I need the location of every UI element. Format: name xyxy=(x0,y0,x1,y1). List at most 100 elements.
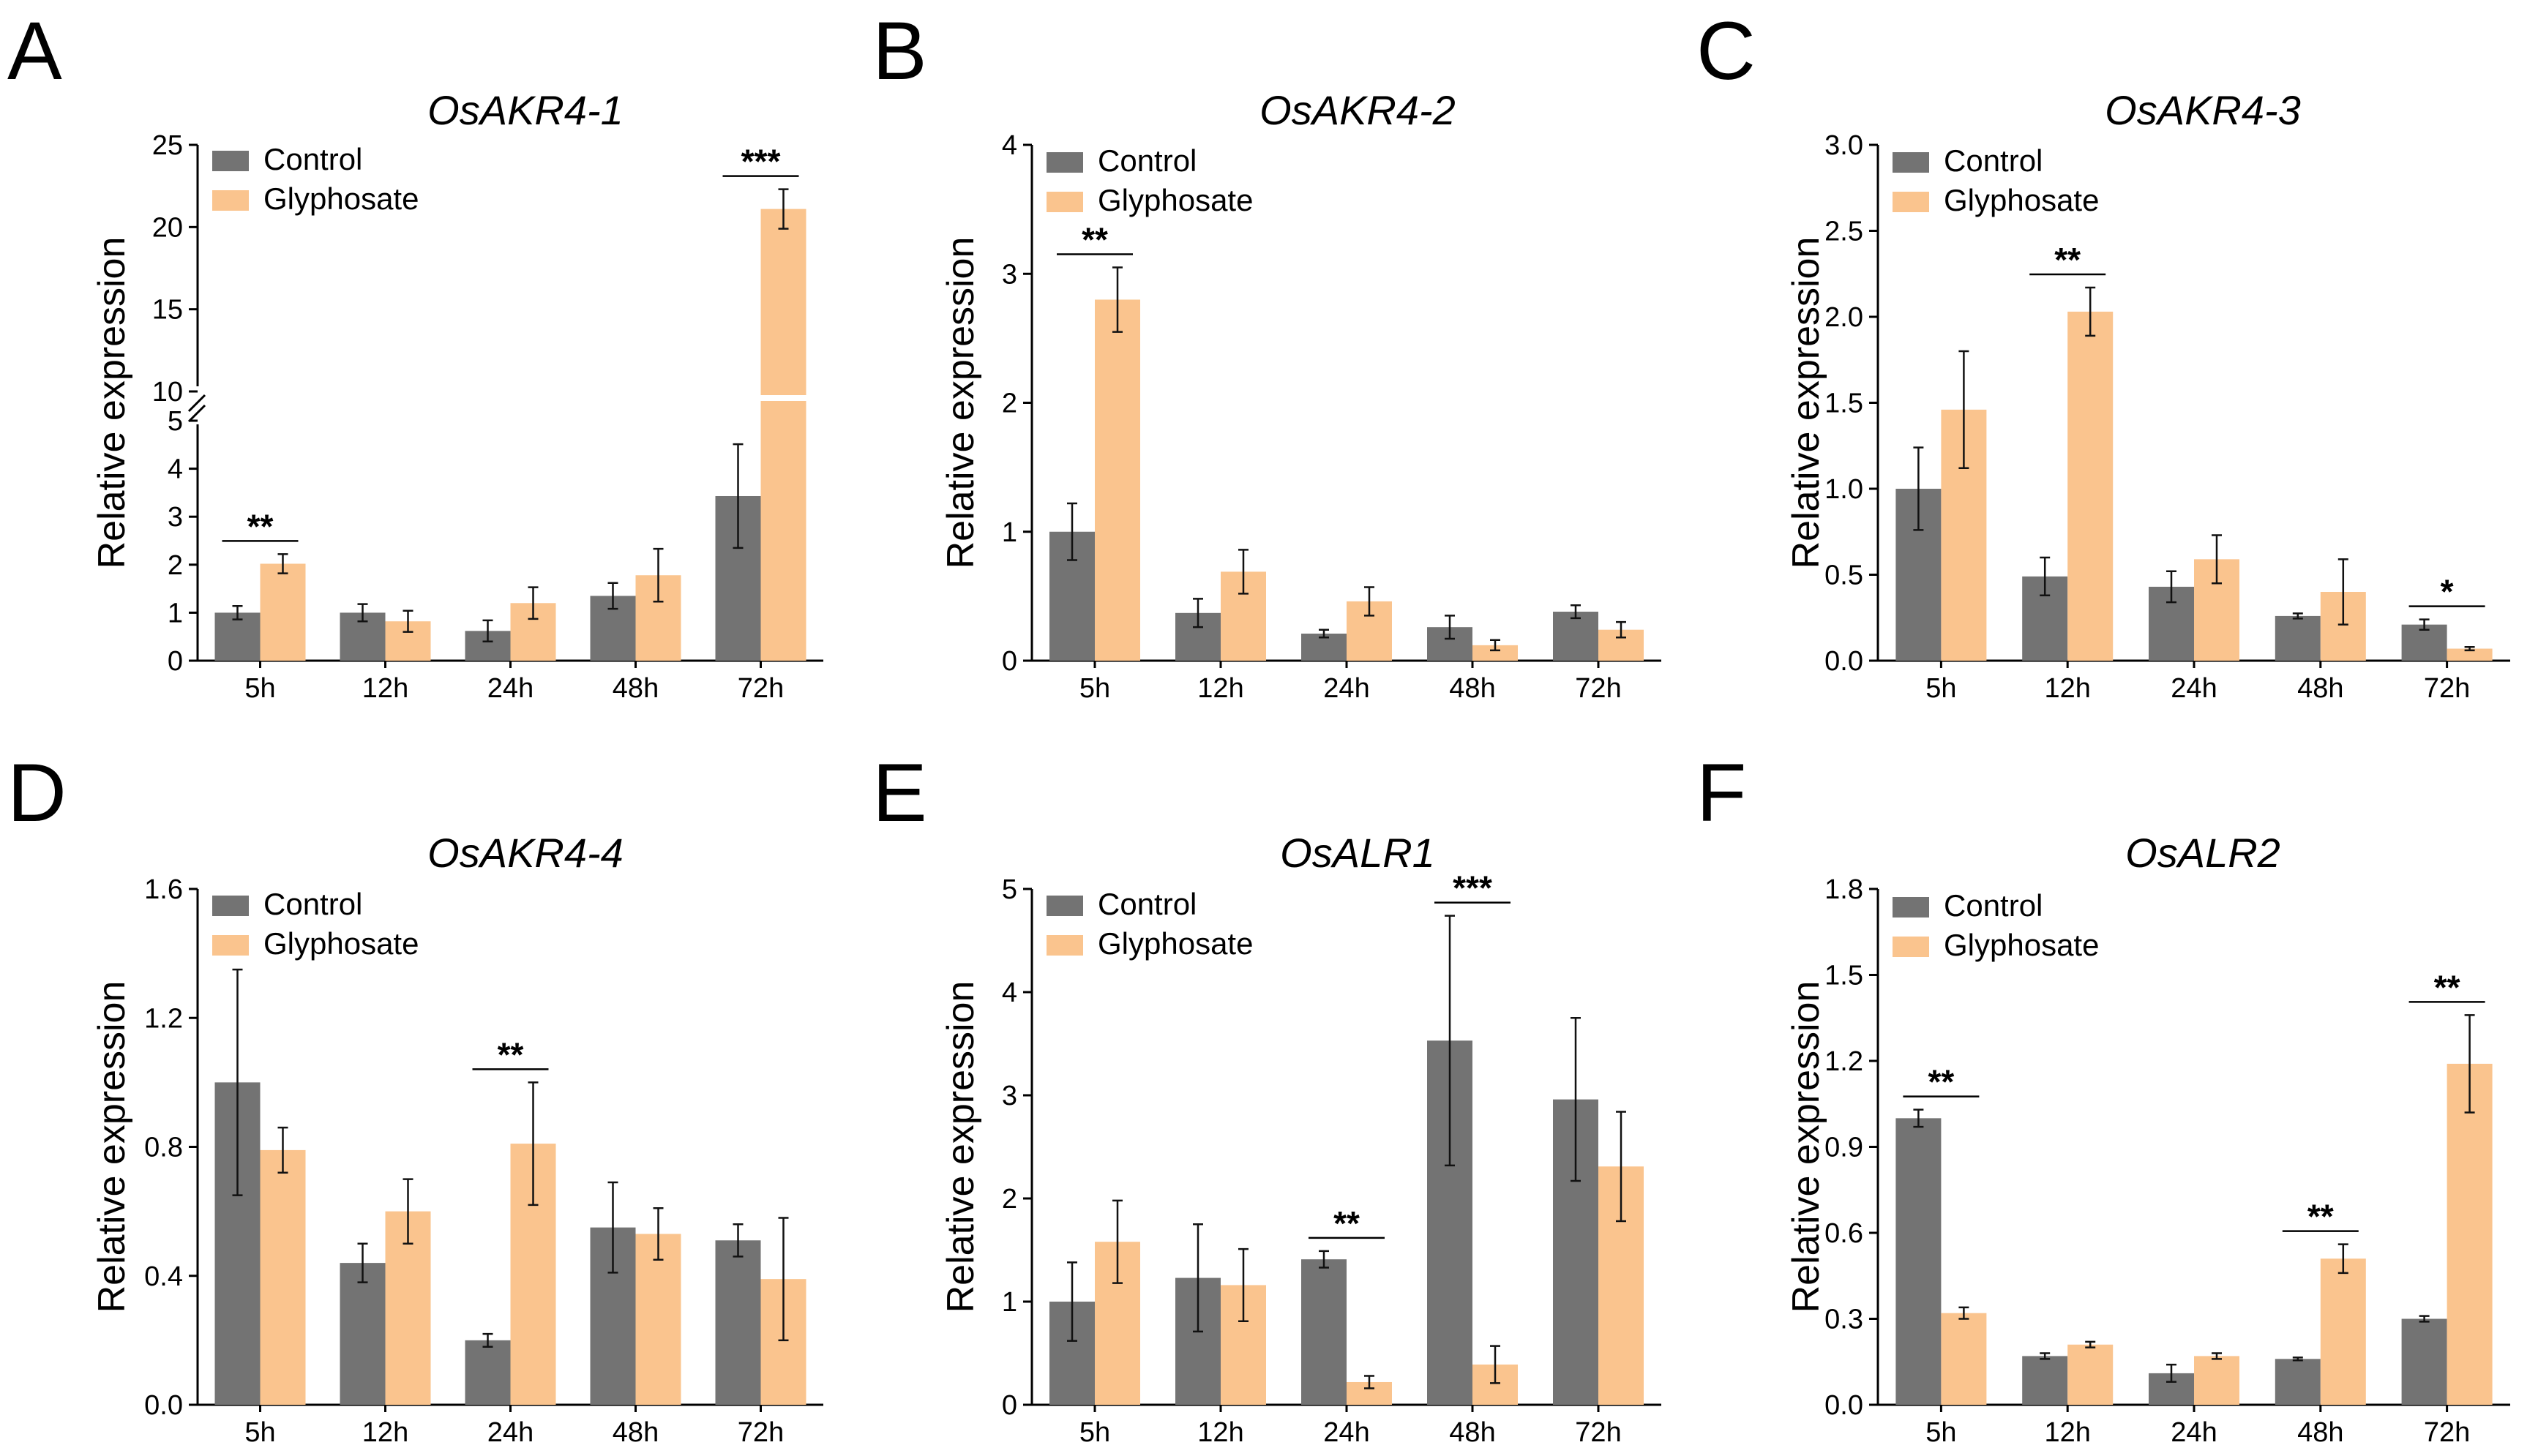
error-bar xyxy=(733,443,744,549)
x-tick-label: 24h xyxy=(1323,1417,1369,1448)
panel-letter: F xyxy=(1696,747,1746,838)
error-bar xyxy=(2040,1352,2051,1360)
error-bar xyxy=(778,188,789,230)
y-tick-label: 4 xyxy=(1002,977,1017,1008)
y-axis-label: Relative expression xyxy=(1785,981,1827,1313)
error-bar xyxy=(1616,620,1626,639)
y-axis-label: Relative expression xyxy=(940,981,982,1313)
error-bar xyxy=(2166,570,2176,604)
y-tick-label: 0.6 xyxy=(1824,1218,1863,1249)
x-tick-label: 12h xyxy=(362,1417,408,1448)
error-bar xyxy=(2040,556,2051,596)
axis-break-mark xyxy=(187,394,206,423)
x-tick-label: 48h xyxy=(613,673,659,704)
error-bar xyxy=(1958,1306,1969,1320)
y-tick-label: 2 xyxy=(1002,389,1017,419)
control-bar xyxy=(340,1263,386,1405)
significance-label: ** xyxy=(2434,968,2460,1006)
significance-label: *** xyxy=(1453,869,1492,907)
error-bar xyxy=(2292,612,2303,620)
legend-label-control: Control xyxy=(1944,888,2043,923)
x-tick-label: 24h xyxy=(2171,1417,2217,1448)
legend-label-control: Control xyxy=(1098,887,1197,921)
panel-c: C OsAKR4-3 Relative expression 0.0 0.5 1.0 1.5… xyxy=(1696,5,2510,704)
control-bar xyxy=(1301,1259,1347,1405)
y-tick-label: 1 xyxy=(1002,1287,1017,1318)
y-axis-label: Relative expression xyxy=(91,981,133,1313)
significance-label: *** xyxy=(741,143,781,181)
error-bar xyxy=(2085,1340,2096,1348)
error-bar xyxy=(1112,1199,1123,1284)
y-tick-label: 0 xyxy=(1002,1390,1017,1421)
chart-title: OsALR1 xyxy=(1280,830,1435,876)
error-bar xyxy=(1238,549,1249,595)
y-tick-label: 5 xyxy=(1002,874,1017,905)
error-bar xyxy=(1319,1250,1329,1269)
x-tick-label: 5h xyxy=(1925,673,1956,704)
error-bar xyxy=(357,603,368,623)
y-tick-label: 15 xyxy=(152,295,183,326)
glyphosate-bar xyxy=(635,1234,681,1405)
panel-b: B OsAKR4-2 Relative expression 0 1 2 3 4 5h 12h 24… xyxy=(872,5,1661,704)
y-tick-label: 1 xyxy=(1002,517,1017,548)
error-bar xyxy=(778,1217,789,1342)
legend-swatch-glyphosate xyxy=(1893,937,1929,957)
error-bar xyxy=(1490,1345,1500,1384)
control-bar xyxy=(465,1340,511,1405)
y-tick-label: 0 xyxy=(1002,646,1017,677)
legend-swatch-glyphosate xyxy=(1047,935,1083,956)
y-tick-label: 1.8 xyxy=(1824,874,1863,905)
legend-label-glyphosate: Glyphosate xyxy=(1098,183,1253,217)
significance-label: * xyxy=(2441,573,2454,611)
legend-label-glyphosate: Glyphosate xyxy=(263,926,419,961)
y-tick-label: 1.2 xyxy=(1824,1046,1863,1077)
panel-e: E OsALR1 Relative expression 0 1 2 3 4 5 5h 12h 24h… xyxy=(872,747,1661,1448)
y-tick-label: 0.0 xyxy=(1824,646,1863,677)
error-bar xyxy=(1616,1111,1626,1223)
significance-label: ** xyxy=(1082,220,1108,258)
y-tick-label: 1.2 xyxy=(144,1003,183,1034)
x-tick-label: 72h xyxy=(1575,673,1621,704)
error-bar xyxy=(357,1242,368,1283)
panel-a: A OsAKR4-1 Relative expression 0 1 2 3 4 510 15 20… xyxy=(7,5,823,704)
control-bar xyxy=(1895,1118,1942,1405)
error-bar xyxy=(1445,615,1455,640)
error-bar xyxy=(1193,1223,1203,1333)
legend-swatch-control xyxy=(212,896,249,916)
error-bar xyxy=(528,1081,539,1207)
error-bar xyxy=(403,1178,413,1245)
y-tick-label: 0.9 xyxy=(1824,1133,1863,1163)
panel-f: F OsALR2 Relative expression 0.0 0.3 0.6 0.9 1.… xyxy=(1696,747,2510,1448)
y-tick-label: 20 xyxy=(152,212,183,243)
panel-letter: E xyxy=(872,747,927,838)
legend-swatch-control xyxy=(1893,152,1929,173)
control-bar xyxy=(715,1240,761,1405)
error-bar xyxy=(1067,502,1077,561)
x-tick-label: 12h xyxy=(1197,673,1243,704)
error-bar xyxy=(232,604,243,620)
error-bar xyxy=(482,619,493,643)
error-bar xyxy=(2292,1356,2303,1362)
legend-label-control: Control xyxy=(263,142,362,176)
legend: Control Glyphosate xyxy=(212,887,419,961)
error-bar xyxy=(1958,350,1969,470)
control-bar xyxy=(2275,1359,2321,1405)
glyphosate-bar xyxy=(760,209,806,661)
y-tick-label: 25 xyxy=(152,130,183,161)
error-bar xyxy=(2212,1352,2222,1360)
error-bar xyxy=(653,1207,664,1261)
error-bar xyxy=(482,1332,493,1348)
error-bar xyxy=(1913,446,1924,531)
y-tick-label: 10 xyxy=(152,377,183,408)
y-tick-label: 1.5 xyxy=(1824,961,1863,991)
error-bar xyxy=(1364,1375,1374,1389)
y-tick-label: 0.0 xyxy=(1824,1390,1863,1421)
error-bar xyxy=(528,586,539,620)
chart-title: OsAKR4-2 xyxy=(1259,87,1456,133)
glyphosate-bar xyxy=(2067,1344,2114,1405)
x-tick-label: 48h xyxy=(2297,673,2343,704)
legend-swatch-control xyxy=(1893,897,1929,917)
error-bar xyxy=(1571,1017,1581,1182)
error-bar xyxy=(277,553,288,574)
